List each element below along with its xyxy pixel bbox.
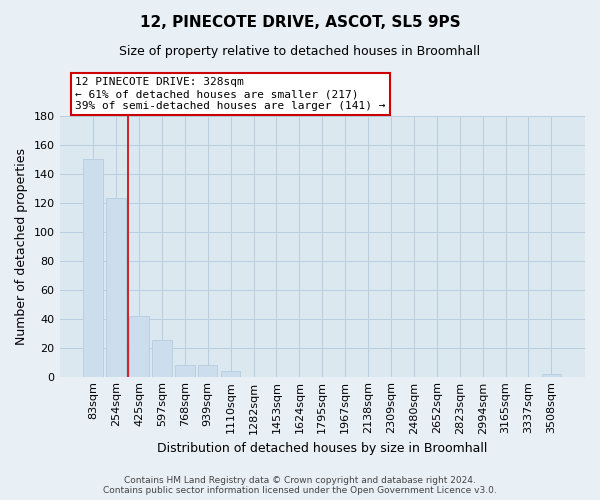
Text: 12, PINECOTE DRIVE, ASCOT, SL5 9PS: 12, PINECOTE DRIVE, ASCOT, SL5 9PS bbox=[140, 15, 460, 30]
Text: Contains public sector information licensed under the Open Government Licence v3: Contains public sector information licen… bbox=[103, 486, 497, 495]
X-axis label: Distribution of detached houses by size in Broomhall: Distribution of detached houses by size … bbox=[157, 442, 487, 455]
Bar bbox=[198, 365, 217, 376]
Text: Contains HM Land Registry data © Crown copyright and database right 2024.: Contains HM Land Registry data © Crown c… bbox=[124, 476, 476, 485]
Bar bbox=[221, 371, 241, 376]
Bar bbox=[83, 160, 103, 376]
Bar bbox=[129, 316, 149, 376]
Bar bbox=[152, 340, 172, 376]
Text: 12 PINECOTE DRIVE: 328sqm
← 61% of detached houses are smaller (217)
39% of semi: 12 PINECOTE DRIVE: 328sqm ← 61% of detac… bbox=[76, 78, 386, 110]
Bar bbox=[106, 198, 126, 376]
Bar bbox=[542, 374, 561, 376]
Y-axis label: Number of detached properties: Number of detached properties bbox=[15, 148, 28, 344]
Bar bbox=[175, 365, 194, 376]
Text: Size of property relative to detached houses in Broomhall: Size of property relative to detached ho… bbox=[119, 45, 481, 58]
